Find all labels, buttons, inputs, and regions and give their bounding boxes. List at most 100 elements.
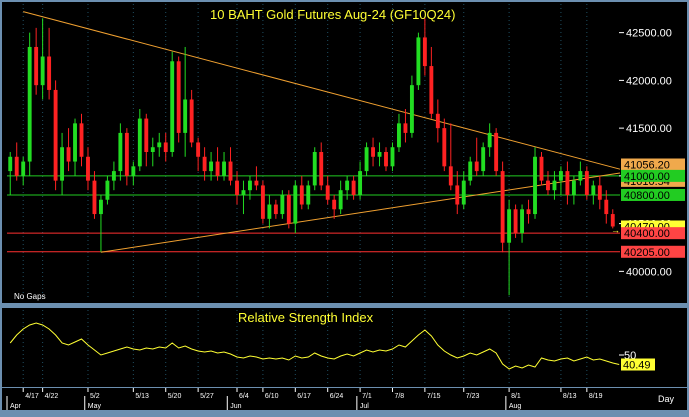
candle-body (377, 152, 382, 157)
time-tick-label: 7/15 (427, 393, 441, 400)
candle-body (435, 113, 440, 129)
rsi-last-label: 40.49 (623, 360, 651, 372)
candle-body (571, 180, 576, 195)
candle-body (319, 152, 324, 186)
time-tick-label: 7/23 (466, 393, 480, 400)
time-tick-label: 7/8 (394, 393, 404, 400)
time-tick-label: 8/19 (589, 393, 603, 400)
candle-body (390, 147, 395, 167)
level-tag-box (621, 188, 685, 201)
month-label: Jul (360, 403, 369, 410)
candle-body (591, 185, 596, 195)
candle-body (312, 152, 317, 186)
candle-body (364, 147, 369, 172)
time-tick-label: 7/1 (362, 393, 372, 400)
candle-body (306, 185, 311, 205)
chart-title: 10 BAHT Gold Futures Aug-24 (GF10Q24) (210, 7, 455, 22)
no-gaps-note: No Gaps (14, 292, 46, 301)
candle-body (47, 56, 52, 90)
x-axis-label: Day (658, 394, 675, 404)
time-tick-label: 4/17 (25, 393, 39, 400)
candle-body (280, 194, 285, 215)
level-tags: 41056.2041010.5441000.0040800.0040470.00… (621, 158, 685, 259)
candle-body (578, 171, 583, 181)
level-tag-label: 40205.00 (624, 247, 670, 259)
level-tag-box (621, 158, 685, 171)
level-tag-box (621, 245, 685, 258)
candle-body (500, 171, 505, 243)
candle-body (228, 161, 233, 181)
last-price-arrow: → (611, 225, 620, 235)
rsi-axis-panel (619, 308, 687, 387)
candle-body (371, 147, 375, 157)
price-tick-label: 41500.00 (626, 123, 672, 135)
time-axis: 4/17 4/22 5/2 5/13 5/20 5/27 6/4 6/10 6/17 6/24 7/… (6, 388, 603, 410)
level-tag-box (621, 227, 685, 240)
candle-body (170, 61, 175, 152)
candle-body (215, 161, 220, 176)
price-tick-label: 42000.00 (626, 75, 672, 87)
candle-body (513, 209, 518, 234)
candle-body (610, 214, 615, 227)
candle-body (416, 37, 421, 86)
candle-body (332, 199, 337, 210)
level-tag-box (621, 169, 685, 182)
candle-body (131, 166, 136, 176)
candle-body (345, 180, 350, 191)
candle-body (21, 161, 26, 176)
candle-body (461, 180, 466, 205)
candle-body (60, 147, 65, 181)
candle-body (384, 152, 388, 167)
candle-body (409, 85, 414, 133)
candle-body (507, 209, 512, 243)
candle-body (273, 204, 278, 215)
time-axis-corner (619, 388, 687, 410)
candle-body (455, 185, 460, 205)
candle-body (474, 161, 479, 172)
candle-body (176, 61, 181, 133)
candle-body (494, 132, 499, 172)
level-tag-label: 41056.20 (624, 160, 670, 172)
candle-body (468, 161, 473, 181)
candle-body (558, 171, 563, 181)
candle-body (293, 185, 298, 224)
level-tag-label: 40400.00 (624, 228, 670, 240)
candle-body (248, 180, 252, 191)
level-tag-label: 40800.00 (624, 190, 670, 202)
month-label: Jun (230, 403, 241, 410)
candle-body (358, 171, 363, 195)
candle-body (325, 185, 330, 200)
candle-body (241, 190, 246, 195)
candle-body (526, 209, 531, 215)
time-tick-label: 6/24 (330, 393, 344, 400)
candle-body (533, 156, 537, 215)
candle-body (118, 132, 123, 172)
time-tick-label: 8/13 (563, 393, 577, 400)
month-label: May (88, 403, 102, 410)
rsi-title: Relative Strength Index (238, 310, 374, 325)
candle-body (222, 161, 226, 176)
candle-body (98, 199, 103, 215)
candle-body (286, 194, 291, 224)
candle-body (137, 118, 142, 167)
candle-body (27, 46, 32, 162)
time-tick-label: 6/17 (297, 393, 311, 400)
candle-body (448, 166, 453, 186)
candle-body (105, 180, 110, 200)
candle-body (196, 142, 201, 157)
candle-body (66, 147, 71, 162)
rsi-panel[interactable] (2, 308, 619, 387)
candle-body (267, 204, 272, 219)
candle-body (144, 118, 149, 152)
time-tick-label: 8/1 (511, 393, 521, 400)
candle-body (403, 123, 408, 133)
candle-body (397, 123, 401, 148)
candle-body (189, 99, 194, 143)
candle-body (351, 180, 356, 195)
price-tick-label: 40000.00 (626, 266, 672, 278)
candle-body (86, 156, 90, 181)
candle-body (150, 147, 155, 152)
candle-body (254, 180, 259, 186)
price-panel[interactable] (2, 2, 619, 303)
